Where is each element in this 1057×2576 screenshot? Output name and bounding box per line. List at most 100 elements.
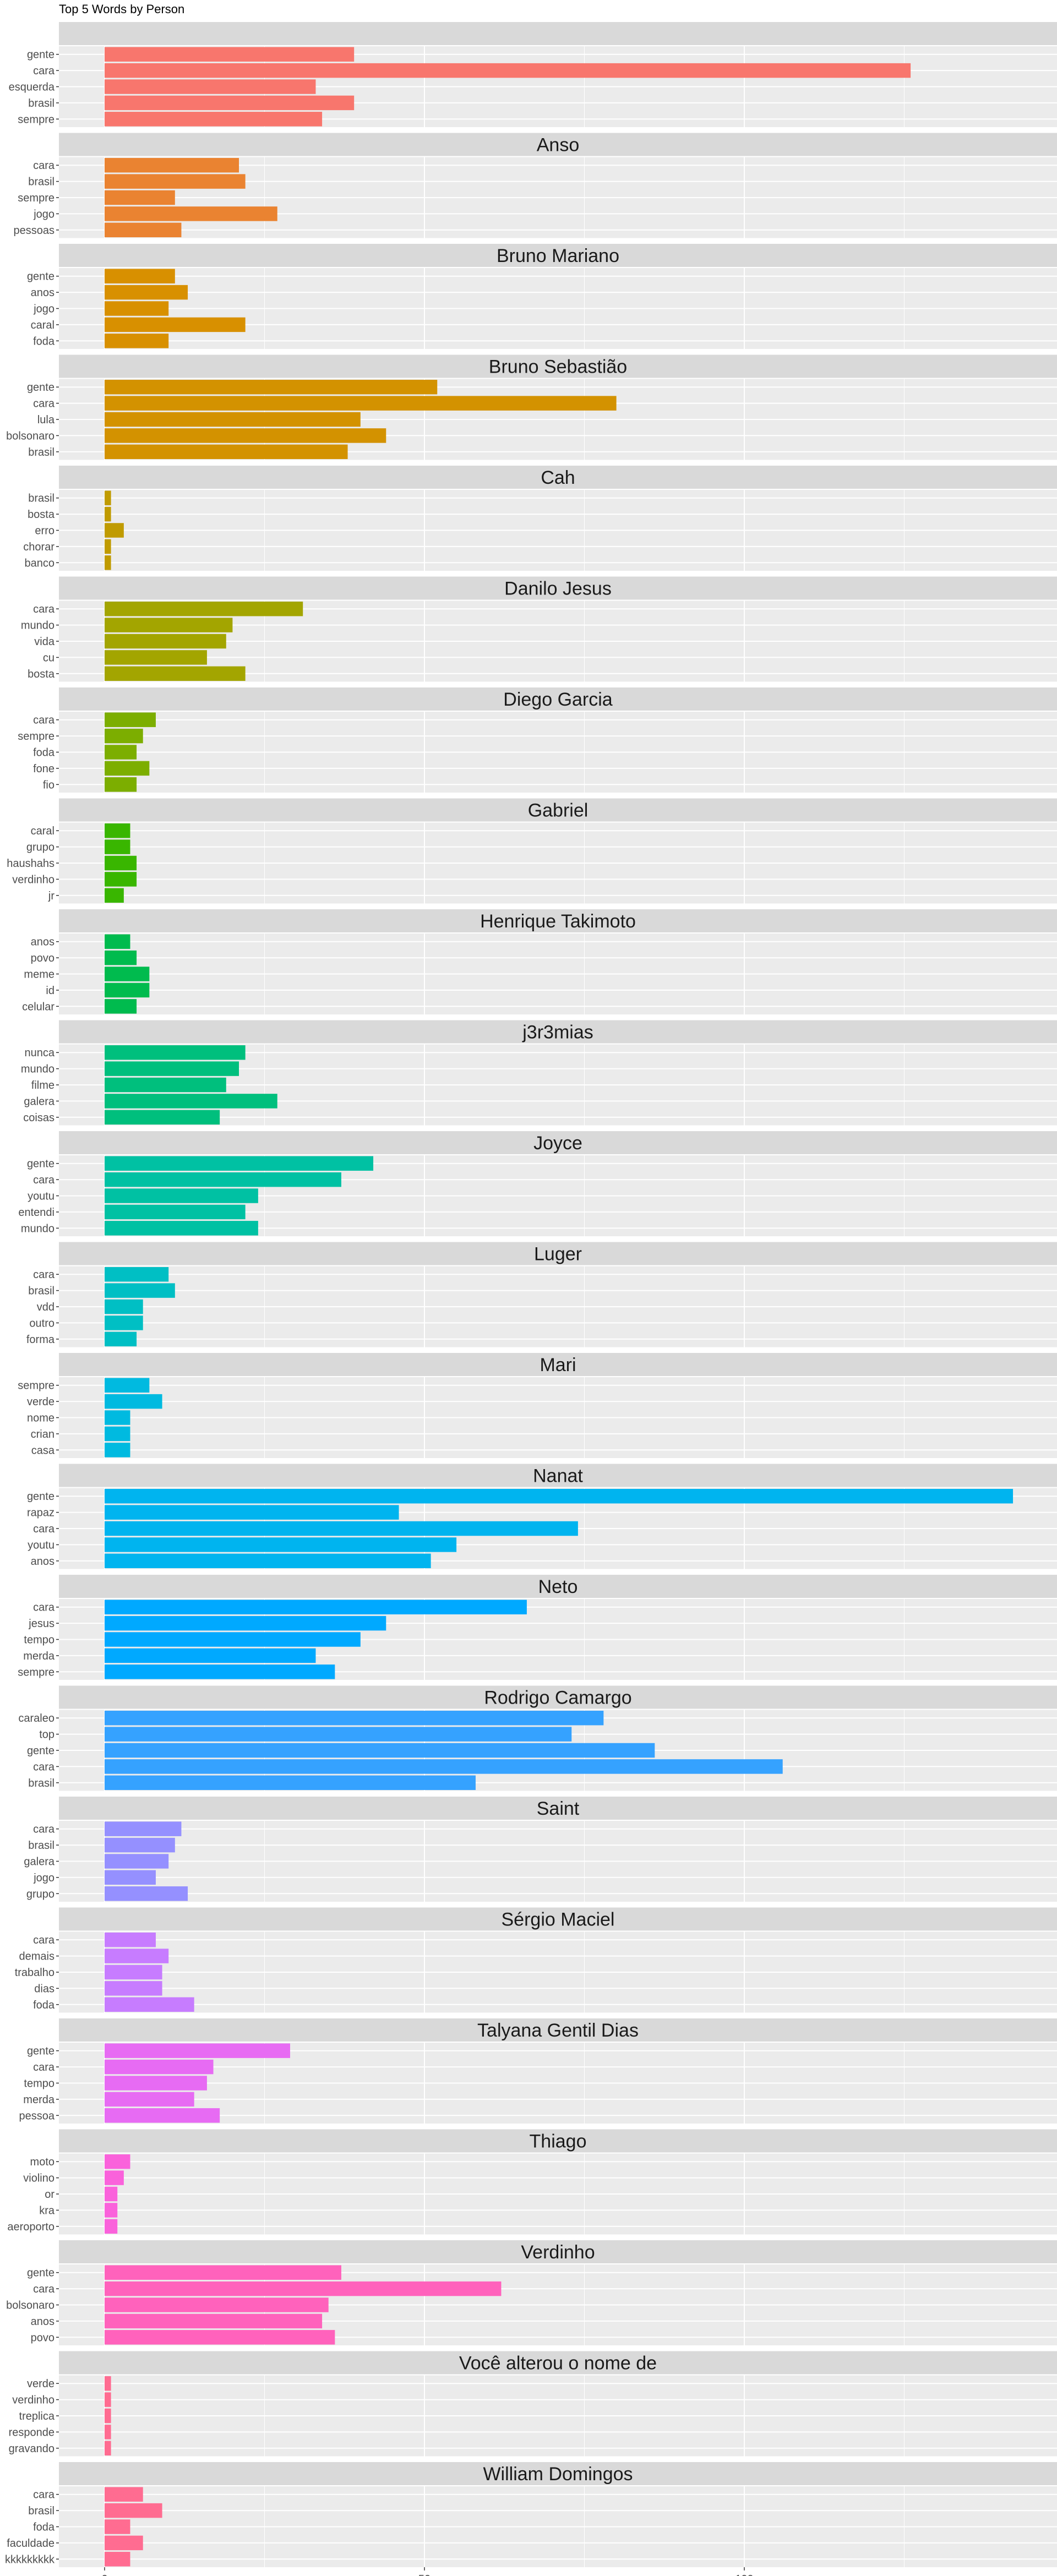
- bar: [105, 1061, 239, 1076]
- bar: [105, 1997, 194, 2012]
- category-label: sempre: [18, 1666, 55, 1678]
- bar: [105, 2519, 130, 2534]
- facet-panel: Luger cara brasil vdd outro forma: [26, 1242, 1057, 1347]
- bar: [105, 506, 111, 522]
- category-label: cara: [33, 2061, 55, 2073]
- bar: [105, 2265, 341, 2280]
- category-label: anos: [31, 1556, 55, 1568]
- bar: [105, 950, 137, 965]
- bar: [105, 95, 355, 111]
- bar: [105, 1553, 431, 1569]
- bar: [105, 2186, 118, 2202]
- facet-strip: [59, 2240, 1057, 2263]
- bar: [105, 1505, 399, 1520]
- category-label: foda: [33, 335, 55, 347]
- category-label: sempre: [18, 113, 55, 125]
- bar: [105, 1316, 143, 1330]
- bar: [105, 1267, 169, 1282]
- bar: [105, 1221, 258, 1236]
- bar: [105, 2487, 143, 2502]
- bar: [105, 1283, 175, 1298]
- category-label: sempre: [18, 192, 55, 204]
- category-label: cara: [33, 1934, 55, 1946]
- bar: [105, 1648, 316, 1663]
- category-label: trabalho: [15, 1967, 55, 1979]
- category-label: povo: [31, 952, 55, 964]
- category-label: gente: [27, 2045, 55, 2057]
- bar: [105, 2408, 111, 2424]
- bar: [105, 63, 911, 78]
- bar: [105, 539, 111, 554]
- bar: [105, 2425, 111, 2439]
- bar: [105, 2043, 290, 2058]
- category-label: rapaz: [27, 1507, 55, 1519]
- category-label: dias: [34, 1983, 55, 1995]
- category-label: caral: [31, 825, 55, 837]
- bar: [105, 2376, 111, 2391]
- facet-panel: Gabriel caral grupo haushahs verdinho jr: [7, 798, 1057, 904]
- bar: [105, 1045, 246, 1060]
- category-label: cara: [33, 1761, 55, 1773]
- category-label: vdd: [37, 1301, 55, 1313]
- bar: [105, 2392, 111, 2407]
- bar: [105, 2076, 207, 2091]
- bar: [105, 412, 361, 427]
- facet-strip: [59, 1685, 1057, 1709]
- category-label: fio: [43, 779, 55, 791]
- category-label: verde: [27, 2378, 55, 2390]
- bar: [105, 523, 124, 538]
- category-label: chorar: [23, 541, 55, 553]
- bar: [105, 190, 175, 205]
- category-label: cara: [33, 1602, 55, 1614]
- category-label: violino: [23, 2173, 55, 2185]
- bar: [105, 1077, 226, 1093]
- facet-strip-label: Luger: [534, 1244, 582, 1265]
- bar: [105, 1600, 527, 1614]
- category-label: haushahs: [7, 858, 55, 870]
- category-label: mundo: [21, 1063, 55, 1076]
- facet-panels: gente cara esquerda brasil sempre Anso cara bra…: [5, 22, 1057, 2567]
- category-label: moto: [30, 2156, 55, 2168]
- bar: [105, 2441, 111, 2456]
- category-label: gente: [27, 1491, 55, 1503]
- bar: [105, 2203, 118, 2218]
- category-label: responde: [9, 2426, 55, 2438]
- bar: [105, 1854, 169, 1869]
- category-label: foda: [33, 2522, 55, 2534]
- x-tick-label: 50: [418, 2573, 431, 2576]
- category-label: jogo: [33, 1872, 55, 1884]
- bar: [105, 1156, 374, 1171]
- bar: [105, 1759, 783, 1774]
- bar: [105, 1870, 156, 1885]
- bar: [105, 2281, 502, 2296]
- bar: [105, 1886, 188, 1901]
- bar: [105, 555, 111, 570]
- bar: [105, 47, 355, 62]
- category-label: gente: [27, 49, 55, 61]
- bar: [105, 1632, 361, 1647]
- category-label: id: [46, 985, 55, 997]
- category-label: nome: [27, 1412, 55, 1425]
- facet-strip-label: Gabriel: [528, 800, 589, 821]
- facet-strip-label: Neto: [538, 1576, 578, 1597]
- facet-strip: [59, 1797, 1057, 1820]
- bar: [105, 1981, 162, 1996]
- x-axis: 0 50 100: [101, 2567, 754, 2576]
- facet-strip-label: Você alterou o nome de: [459, 2353, 657, 2374]
- facet-panel: Você alterou o nome de verde verdinho trepl…: [9, 2351, 1057, 2457]
- category-label: mundo: [21, 1222, 55, 1235]
- category-label: nunca: [25, 1047, 55, 1059]
- bar: [105, 967, 150, 981]
- bar: [105, 745, 137, 760]
- bar: [105, 634, 226, 649]
- bar: [105, 1743, 655, 1758]
- facet-panel: Nanat gente rapaz cara youtu anos: [27, 1464, 1057, 1569]
- category-label: brasil: [28, 1840, 55, 1852]
- category-label: kra: [39, 2204, 55, 2217]
- bar: [105, 1964, 162, 1980]
- bar: [105, 2535, 143, 2551]
- bar: [105, 712, 156, 727]
- category-label: merda: [23, 2094, 55, 2106]
- facet-strip: [59, 2351, 1057, 2375]
- bar: [105, 601, 303, 616]
